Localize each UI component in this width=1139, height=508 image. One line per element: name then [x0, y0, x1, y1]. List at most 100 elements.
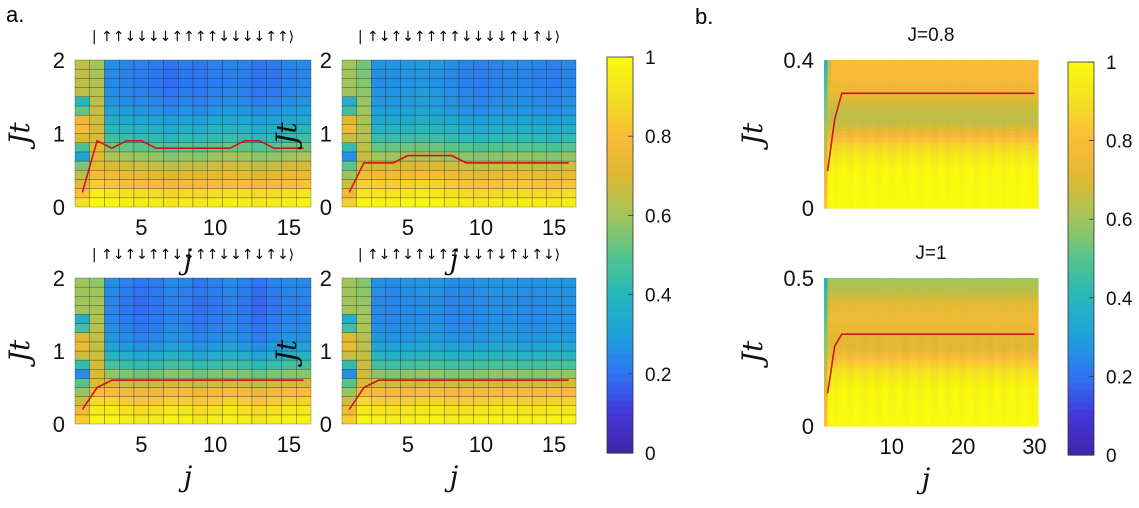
heatmap-cell	[873, 414, 879, 420]
heatmap-cell	[998, 337, 1003, 342]
heatmap-cell	[133, 314, 149, 324]
heatmap-cell	[841, 115, 846, 120]
heatmap-cell	[845, 418, 850, 423]
heatmap-cell	[884, 167, 889, 172]
heatmap-cell	[945, 185, 950, 191]
heatmap-cell	[1005, 363, 1011, 368]
heatmap-cell	[502, 396, 518, 407]
heatmap-cell	[531, 87, 548, 97]
heatmap-cell	[881, 182, 886, 187]
heatmap-cell	[1034, 137, 1039, 142]
heatmap-cell	[1013, 377, 1018, 383]
heatmap-cell	[834, 137, 839, 142]
heatmap-cell	[966, 340, 971, 346]
heatmap-cell	[296, 277, 312, 288]
heatmap-cell	[998, 97, 1003, 102]
heatmap-cell	[931, 171, 936, 176]
heatmap-cell	[207, 405, 223, 416]
heatmap-cell	[1020, 377, 1025, 383]
heatmap-cell	[1005, 178, 1011, 183]
heatmap-cell	[845, 389, 850, 394]
heatmap-cell	[866, 333, 871, 338]
heatmap-cell	[991, 340, 996, 346]
heatmap-cell	[938, 182, 943, 187]
heatmap-cell	[517, 359, 533, 370]
heatmap-cell	[237, 359, 253, 370]
heatmap-cell	[251, 197, 267, 208]
heatmap-cell	[1034, 67, 1039, 72]
heatmap-cell	[834, 414, 839, 420]
heatmap-cell	[1030, 171, 1036, 176]
heatmap-cell	[845, 411, 850, 416]
heatmap-cell	[984, 377, 989, 383]
heatmap-cell	[941, 74, 946, 80]
heatmap-cell	[955, 167, 961, 172]
heatmap-cell	[902, 337, 907, 342]
heatmap-cell	[488, 350, 504, 361]
heatmap-cell	[873, 97, 879, 102]
heatmap-cell	[870, 370, 875, 375]
heatmap-cell	[913, 78, 918, 83]
heatmap-cell	[898, 78, 904, 83]
heatmap-cell	[916, 370, 921, 375]
heatmap-cell	[414, 332, 431, 343]
heatmap-cell	[852, 204, 857, 209]
heatmap-cell	[902, 67, 907, 72]
heatmap-cell	[1005, 411, 1011, 416]
heatmap-cell	[1027, 115, 1032, 120]
heatmap-cell	[870, 89, 875, 94]
heatmap-cell	[841, 67, 846, 72]
heatmap-cell	[970, 363, 975, 368]
heatmap-cell	[296, 296, 312, 306]
heatmap-cell	[913, 193, 918, 198]
heatmap-cell	[955, 370, 961, 375]
heatmap-cell	[991, 333, 996, 338]
heatmap-cell	[881, 126, 886, 131]
heatmap-cell	[888, 193, 893, 198]
heatmap-cell	[1027, 337, 1032, 342]
heatmap-cell	[877, 377, 882, 383]
heatmap-cell	[931, 411, 936, 416]
heatmap-cell	[902, 418, 907, 423]
heatmap-cell	[877, 366, 882, 372]
heatmap-cell	[984, 407, 989, 412]
heatmap-cell	[856, 363, 861, 368]
heatmap-cell	[927, 171, 932, 176]
heatmap-cell	[356, 179, 372, 189]
heatmap-cell	[1009, 71, 1014, 76]
heatmap-cell	[923, 374, 929, 379]
heatmap-cell	[1023, 337, 1028, 342]
heatmap-cell	[952, 134, 957, 139]
heatmap-cell	[1023, 411, 1028, 416]
heatmap-cell	[916, 82, 921, 87]
heatmap-cell	[1034, 185, 1039, 191]
heatmap-cell	[863, 366, 868, 372]
heatmap-cell	[941, 355, 946, 360]
heatmap-cell	[877, 171, 882, 176]
heatmap-cell	[444, 341, 460, 352]
heatmap-cell	[119, 359, 135, 370]
heatmap-cell	[927, 374, 932, 379]
heatmap-cell	[884, 108, 889, 113]
heatmap-cell	[909, 418, 914, 423]
heatmap-cell	[827, 97, 832, 102]
heatmap-cell	[207, 332, 223, 343]
heatmap-cell	[863, 111, 868, 117]
heatmap-cell	[1009, 171, 1014, 176]
heatmap-cell	[881, 392, 886, 397]
heatmap-cell	[970, 396, 975, 401]
heatmap-cell	[207, 323, 223, 334]
heatmap-cell	[458, 68, 474, 79]
heatmap-cell	[1009, 163, 1014, 168]
heatmap-cell	[970, 145, 975, 150]
heatmap-cell	[1002, 370, 1007, 375]
heatmap-cell	[920, 422, 925, 427]
heatmap-cell	[980, 370, 986, 375]
heatmap-cell	[931, 122, 936, 128]
heatmap-cell	[966, 355, 971, 360]
heatmap-cell	[963, 366, 968, 372]
heatmap-cell	[984, 359, 989, 364]
heatmap-cell	[966, 200, 971, 205]
heatmap-cell	[955, 148, 961, 154]
heatmap-cell	[884, 366, 889, 372]
